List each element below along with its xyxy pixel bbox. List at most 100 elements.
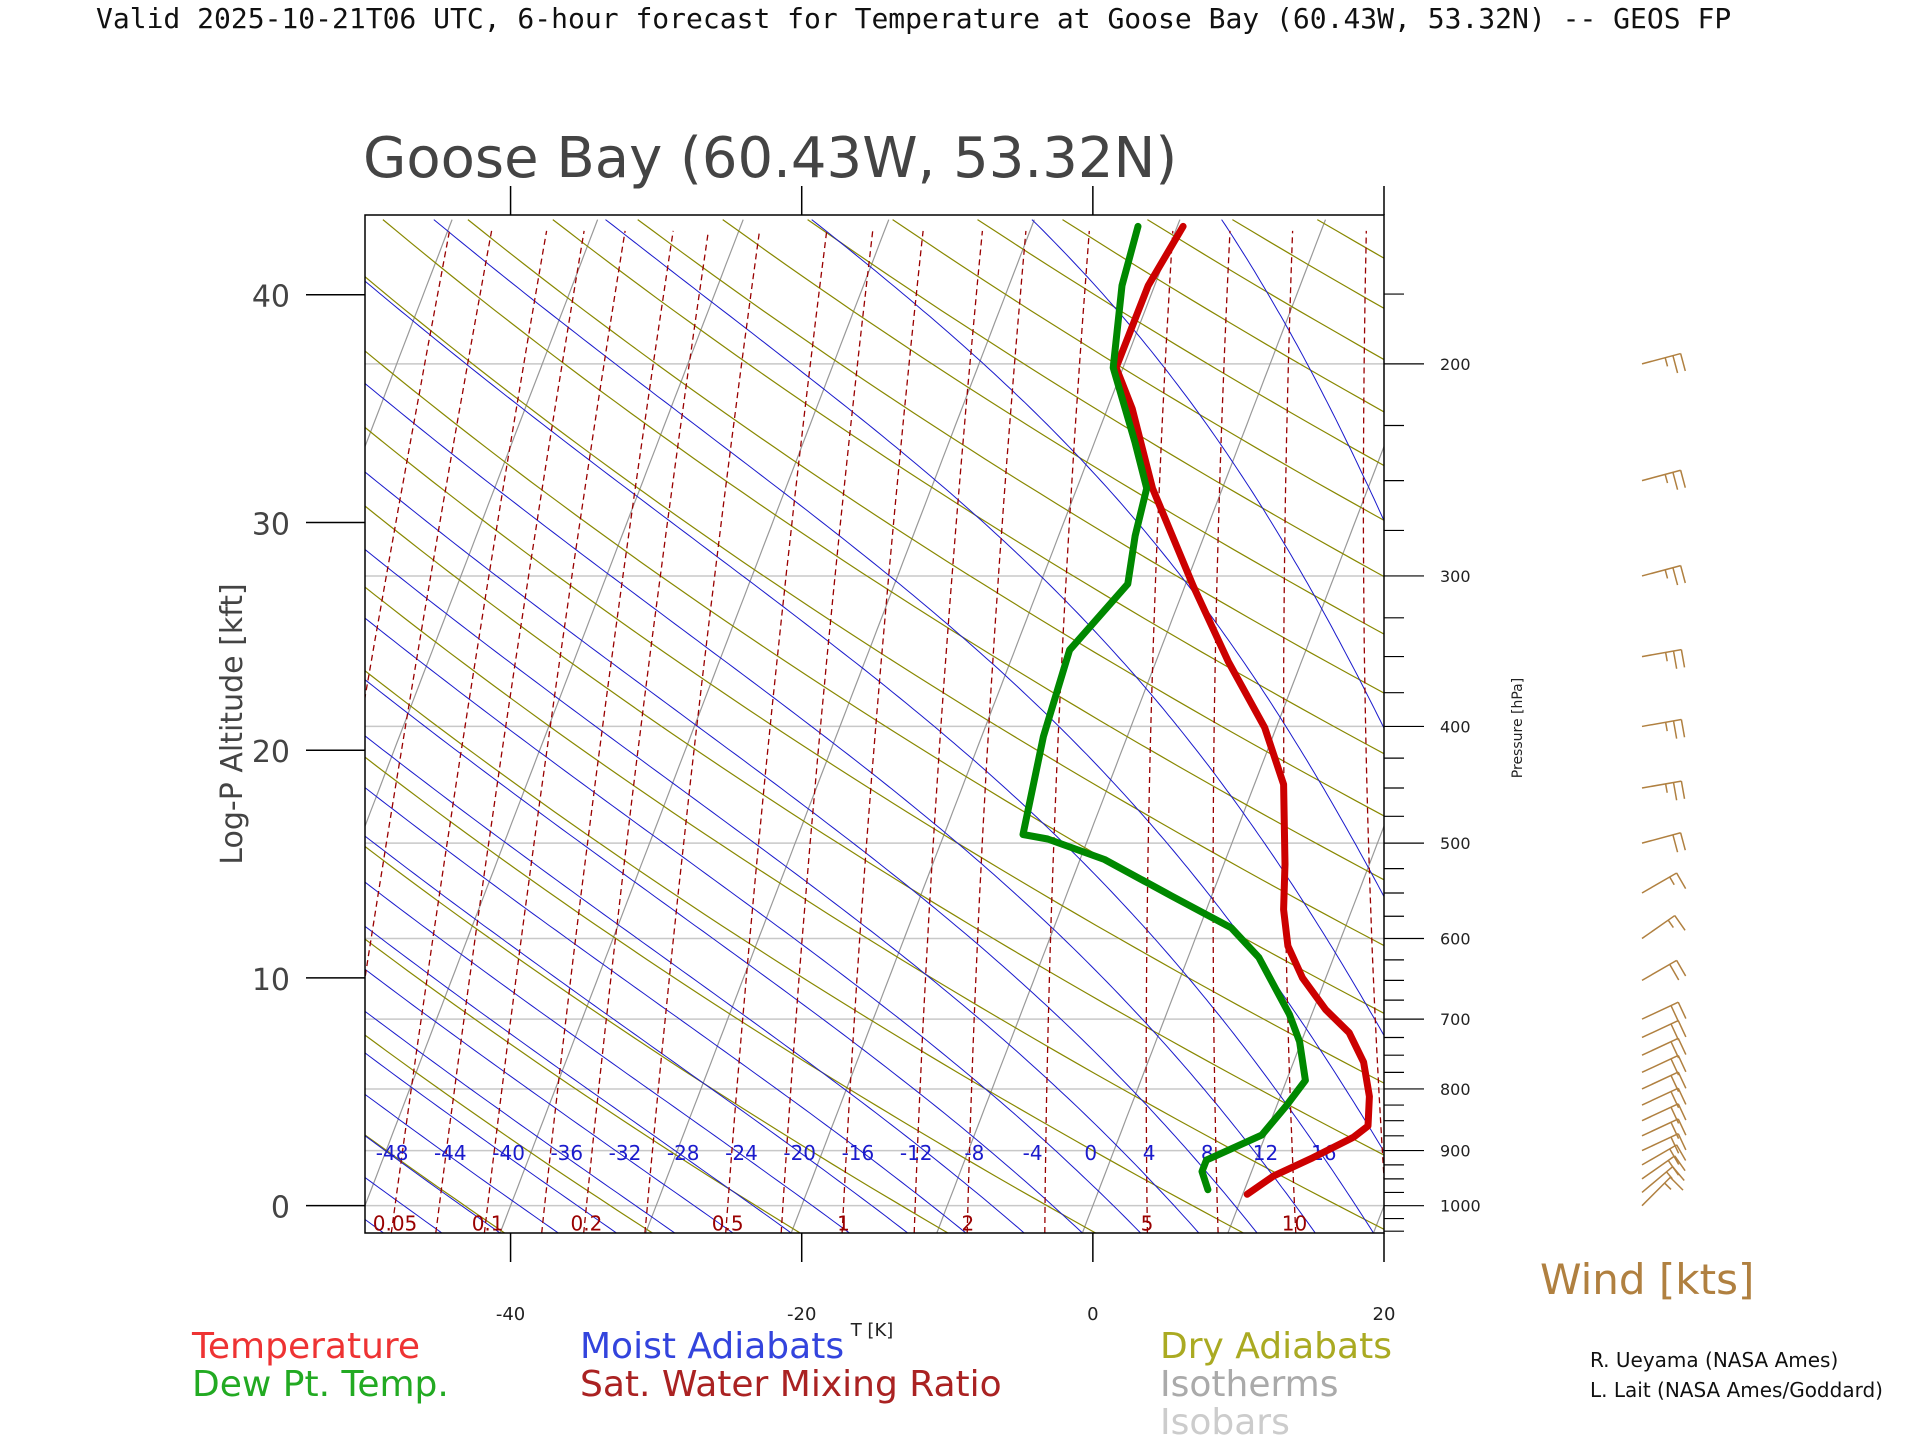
dry-adiabat-line	[1402, 220, 1920, 1233]
dry-adiabat-line	[892, 219, 1384, 522]
moist-adiabat-label: -24	[725, 1141, 758, 1165]
wind-barb-flag	[1669, 963, 1680, 981]
wind-barb-flag	[1670, 1106, 1680, 1124]
wind-barb	[1641, 1166, 1685, 1194]
wind-barb-flag	[1677, 1001, 1687, 1019]
y-tick-label: 20	[252, 735, 290, 770]
credit-2: L. Lait (NASA Ames/Goddard)	[1590, 1378, 1883, 1402]
wind-barb-staff	[1641, 1132, 1679, 1152]
dry-adiabat-line	[365, 1034, 653, 1233]
dry-adiabat-line	[1487, 220, 1920, 1233]
mixing-ratio-line	[1044, 230, 1090, 1233]
moist-adiabat-line	[365, 787, 967, 1233]
wind-barb-flag	[1672, 650, 1678, 669]
pressure-tick-label: 400	[1440, 717, 1471, 736]
mixing-ratio-line	[780, 230, 874, 1233]
moist-adiabat-line	[1221, 219, 1384, 522]
mixing-ratio-label: 0.1	[472, 1212, 504, 1236]
y-axis-label: Log-P Altitude [kft]	[215, 583, 250, 864]
moist-adiabat-label: 4	[1143, 1141, 1156, 1165]
moist-adiabat-line	[365, 382, 1316, 1233]
wind-barb-flag	[1677, 1037, 1687, 1055]
mixing-ratio-line	[725, 230, 828, 1233]
background-lines	[365, 219, 1920, 1233]
wind-barb	[1641, 914, 1686, 940]
wind-barb-staff	[1641, 1103, 1679, 1122]
legend-item: Isotherms	[1160, 1364, 1338, 1405]
pressure-tick-label: 300	[1440, 567, 1471, 586]
isotherm-line	[1081, 444, 1384, 1233]
mixing-ratio-labels: 0.05 0.1 0.2 0.5 1 2 5 10	[373, 1212, 1307, 1236]
isotherm-line	[499, 219, 890, 1233]
mixing-ratio-label: 2	[962, 1212, 975, 1236]
mixing-ratio-line	[583, 230, 710, 1233]
moist-adiabat-line	[365, 1218, 384, 1233]
plot-frame	[364, 214, 1385, 1234]
wind-barb-flag	[1675, 1144, 1687, 1161]
mixing-ratio-line	[913, 230, 984, 1233]
legend-item: Sat. Water Mixing Ratio	[580, 1364, 1002, 1405]
mixing-ratio-line	[541, 230, 674, 1233]
wind-barb-half-flag	[1664, 474, 1669, 484]
moist-adiabat-line	[365, 881, 850, 1233]
mixing-ratio-line	[966, 230, 1027, 1233]
x-tick-label: 0	[1087, 1304, 1098, 1325]
wind-barb-flag	[1677, 1118, 1687, 1136]
mixing-ratio-line	[483, 230, 626, 1233]
dry-adiabat-line	[977, 219, 1384, 467]
legend-item: Temperature	[191, 1326, 420, 1367]
dry-adiabat-line	[365, 669, 1244, 1233]
isotherm-line	[365, 219, 453, 449]
dewpoint-profile	[1019, 222, 1309, 1194]
moist-adiabat-label: 12	[1253, 1141, 1278, 1165]
wind-barb-flag	[1679, 832, 1687, 851]
mixing-ratio-line	[1362, 230, 1384, 1189]
dry-adiabat-line	[637, 219, 1384, 694]
mixing-ratio-line	[365, 230, 451, 701]
isotherm-line	[365, 219, 599, 828]
wind-barb-staff	[1641, 648, 1682, 658]
moist-adiabat-line	[433, 219, 1384, 1153]
dry-adiabat-line	[365, 505, 1384, 1156]
wind-barb-flag	[1679, 470, 1687, 488]
wind-barb-flag	[1670, 1121, 1680, 1139]
wind-barb-flag	[1670, 1058, 1680, 1076]
dry-adiabat-line	[382, 219, 1384, 881]
moist-adiabat-label: -12	[900, 1141, 933, 1165]
isotherm-line	[1372, 1203, 1384, 1233]
wind-barb-flag	[1670, 1023, 1680, 1041]
wind-barb-staff	[1641, 832, 1681, 844]
moist-adiabat-label: -16	[842, 1141, 875, 1165]
wind-barb-flag	[1679, 353, 1687, 372]
dry-adiabat-line	[1572, 220, 1920, 1233]
moist-adiabat-label: 0	[1084, 1141, 1097, 1165]
pressure-tick-label: 900	[1440, 1142, 1471, 1161]
mixing-ratio-line	[841, 230, 924, 1233]
wind-barb-flag	[1677, 1071, 1687, 1089]
wind-barb-staff	[1641, 564, 1681, 577]
wind-barb	[1641, 959, 1687, 982]
mixing-ratio-label: 10	[1282, 1212, 1307, 1236]
wind-barb	[1641, 832, 1687, 853]
wind-barb	[1641, 564, 1687, 586]
wind-barb-half-flag	[1667, 919, 1674, 928]
mixing-ratio-label: 0.5	[712, 1212, 744, 1236]
x-tick-label: -20	[787, 1304, 816, 1325]
moist-adiabat-line	[365, 1052, 617, 1233]
dry-adiabat-line	[365, 586, 1384, 1230]
wind-barb-staff	[1641, 914, 1676, 940]
wind-barb-staff	[1641, 1037, 1679, 1056]
wind-barb	[1641, 469, 1687, 490]
wind-barbs	[1641, 352, 1687, 1207]
moist-adiabat-line	[365, 968, 734, 1233]
pressure-tick-label: 1000	[1440, 1197, 1481, 1216]
wind-barb-staff	[1641, 1144, 1678, 1166]
moist-adiabat-line	[1031, 219, 1384, 730]
wind-barb-flag	[1672, 567, 1679, 586]
mixing-ratio-line	[1283, 230, 1297, 1233]
dry-adiabat-line	[1062, 219, 1384, 413]
moist-adiabat-line	[365, 735, 1025, 1233]
moist-adiabat-line	[605, 219, 1384, 1037]
chart-title: Goose Bay (60.43W, 53.32N)	[363, 126, 1177, 191]
